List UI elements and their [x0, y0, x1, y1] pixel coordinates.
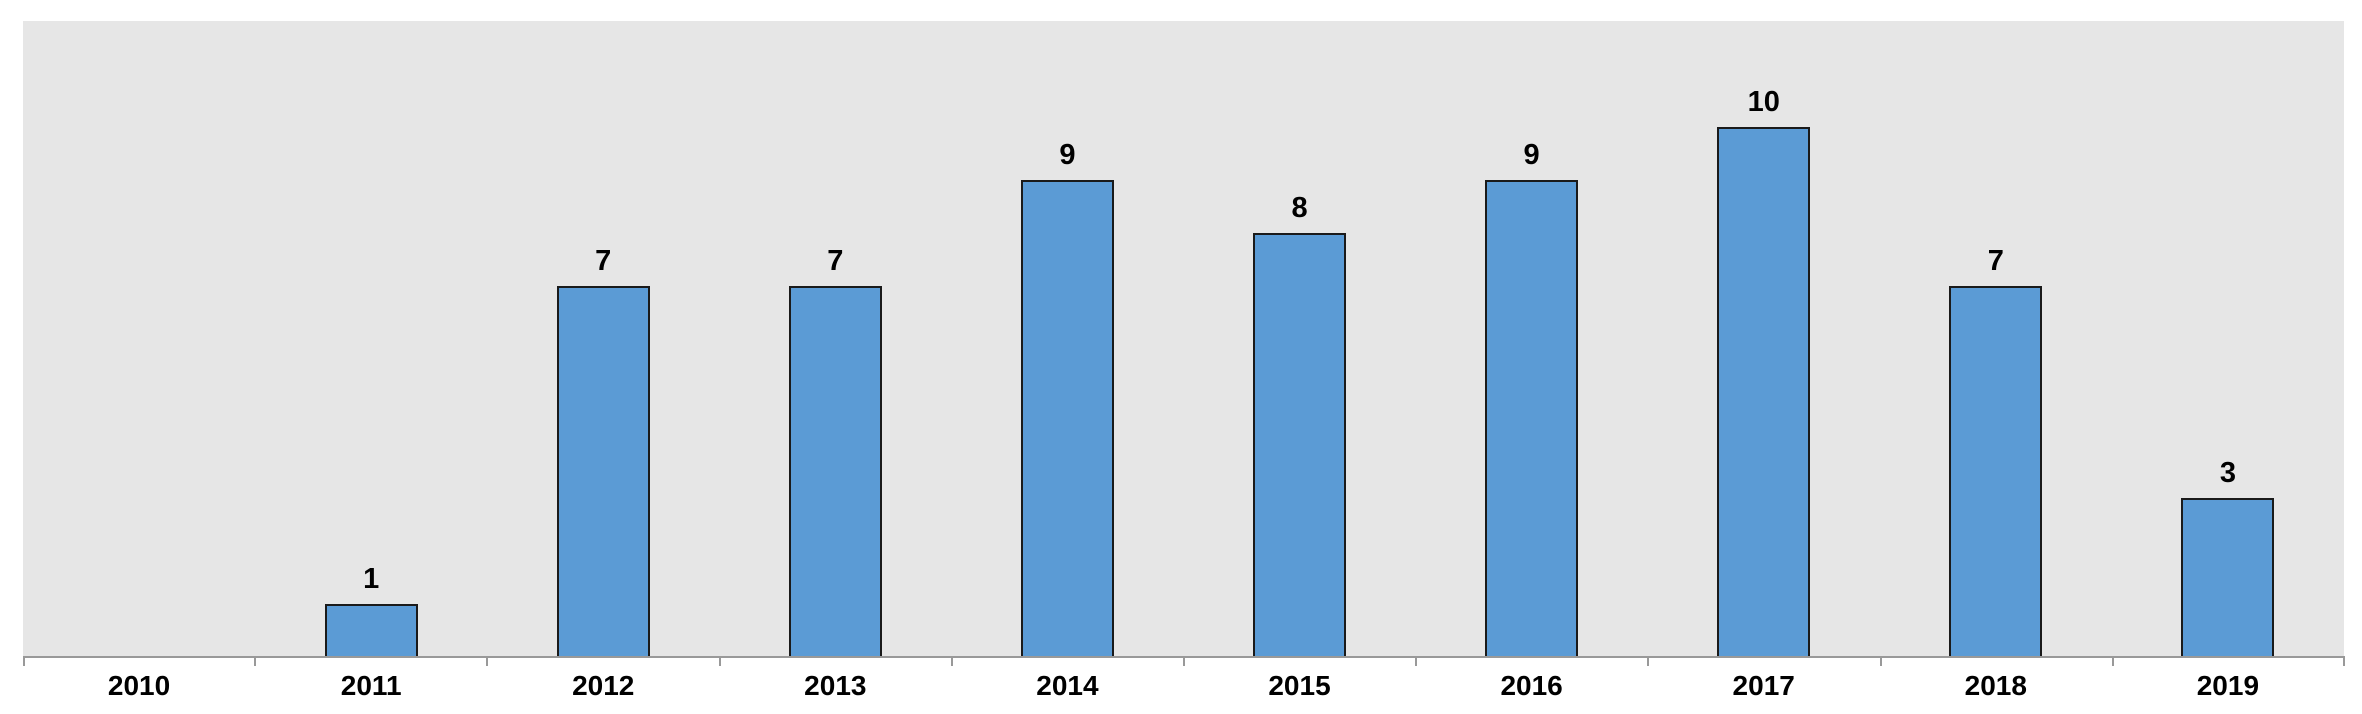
axis-tick: [23, 658, 25, 666]
bar: [1485, 180, 1579, 657]
x-axis-tick-label: 2013: [804, 670, 867, 701]
bar: [324, 604, 418, 657]
bar-value-label: 9: [1523, 139, 1540, 171]
bar-value-label: 1: [363, 563, 380, 595]
axis-tick: [950, 658, 953, 666]
x-axis-tick-label: 2018: [1964, 670, 2027, 701]
bar-value-label: 9: [1059, 139, 1076, 171]
bar-value-label: 8: [1291, 192, 1308, 224]
axis-tick: [1183, 658, 1185, 666]
bar-group: 9: [1416, 21, 1648, 657]
axis-tick: [2111, 658, 2114, 666]
bar: [1949, 286, 2043, 657]
bar-group: 9: [951, 21, 1183, 657]
x-axis-tick-label: 2010: [107, 670, 171, 701]
x-axis-line: [23, 656, 2345, 666]
bar-value-label: 7: [1987, 245, 2004, 277]
bar-group: 7: [487, 21, 719, 657]
bar-value-label: 10: [1747, 86, 1780, 118]
plot-area: 1 7 7 9 8 9 10 7 3: [23, 21, 2344, 657]
x-axis-tick-label: 2015: [1268, 670, 1331, 701]
bar: [2181, 498, 2275, 657]
bar-group: 10: [1648, 21, 1880, 657]
x-axis-tick-label: 2019: [2196, 670, 2260, 701]
bar-group: 1: [255, 21, 487, 657]
bar-group: [23, 21, 255, 657]
bars-row: 1 7 7 9 8 9 10 7 3: [23, 21, 2344, 657]
axis-tick: [1879, 658, 1882, 666]
axis-tick: [2343, 658, 2345, 666]
x-axis-tick-label: 2011: [340, 670, 402, 701]
x-axis-labels: 2010 2011 2012 2013 2014 2015 2016 2017 …: [23, 669, 2344, 703]
bar: [788, 286, 882, 657]
axis-tick: [254, 658, 257, 666]
x-axis-tick-label: 2017: [1732, 670, 1795, 701]
bar-value-label: 3: [2219, 457, 2236, 489]
bar-value-label: 7: [595, 245, 612, 277]
bar: [1717, 127, 1811, 657]
x-axis-tick-label: 2012: [572, 670, 635, 701]
bar-group: 3: [2112, 21, 2344, 657]
x-axis-tick-label: 2014: [1036, 670, 1099, 701]
axis-tick: [1647, 658, 1650, 666]
axis-tick: [718, 658, 721, 666]
bar: [1253, 233, 1347, 657]
bar: [1020, 180, 1114, 657]
bar: [556, 286, 650, 657]
bar-group: 7: [1880, 21, 2112, 657]
bar-value-label: 7: [827, 245, 844, 277]
bar-group: 7: [719, 21, 951, 657]
bar-group: 8: [1183, 21, 1415, 657]
axis-tick: [486, 658, 489, 666]
axis-tick: [1415, 658, 1418, 666]
x-axis-tick-label: 2016: [1500, 670, 1563, 701]
